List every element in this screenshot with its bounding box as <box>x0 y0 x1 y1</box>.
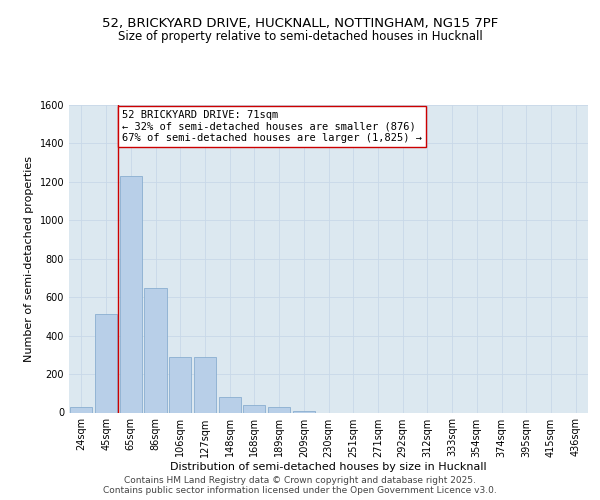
Bar <box>194 357 216 412</box>
Bar <box>169 357 191 412</box>
Bar <box>119 176 142 412</box>
Bar <box>145 288 167 412</box>
Bar <box>95 314 117 412</box>
Text: Size of property relative to semi-detached houses in Hucknall: Size of property relative to semi-detach… <box>118 30 482 43</box>
Text: 52 BRICKYARD DRIVE: 71sqm
← 32% of semi-detached houses are smaller (876)
67% of: 52 BRICKYARD DRIVE: 71sqm ← 32% of semi-… <box>122 110 422 143</box>
Bar <box>268 406 290 412</box>
Bar <box>70 406 92 412</box>
Bar <box>293 410 315 412</box>
Bar <box>243 405 265 412</box>
X-axis label: Distribution of semi-detached houses by size in Hucknall: Distribution of semi-detached houses by … <box>170 462 487 472</box>
Text: Contains HM Land Registry data © Crown copyright and database right 2025.
Contai: Contains HM Land Registry data © Crown c… <box>103 476 497 495</box>
Text: 52, BRICKYARD DRIVE, HUCKNALL, NOTTINGHAM, NG15 7PF: 52, BRICKYARD DRIVE, HUCKNALL, NOTTINGHA… <box>102 18 498 30</box>
Y-axis label: Number of semi-detached properties: Number of semi-detached properties <box>24 156 34 362</box>
Bar <box>218 397 241 412</box>
